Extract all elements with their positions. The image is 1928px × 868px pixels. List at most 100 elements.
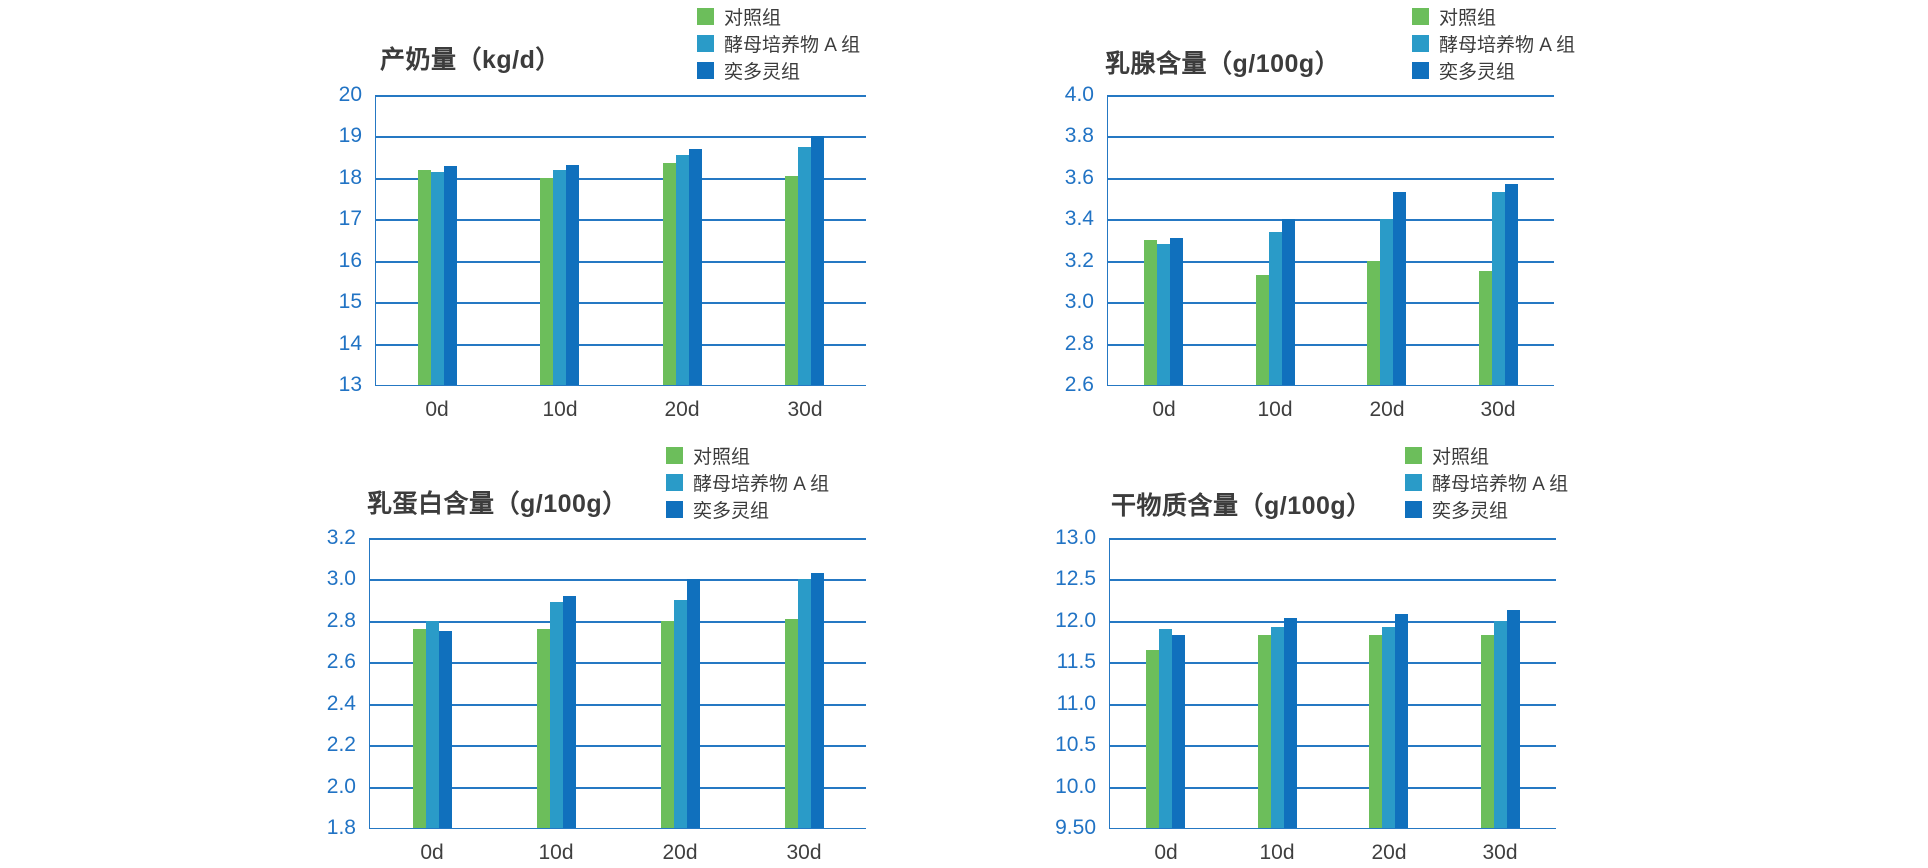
gridline bbox=[1108, 219, 1554, 221]
bar bbox=[1284, 618, 1297, 828]
y-axis-tick-label: 17 bbox=[338, 207, 362, 230]
bar bbox=[661, 621, 674, 828]
legend-swatch-icon bbox=[697, 35, 714, 52]
bar bbox=[1269, 232, 1282, 385]
legend-label: 酵母培养物 A 组 bbox=[724, 35, 861, 56]
legend-item: 奕多灵组 bbox=[1412, 59, 1575, 83]
bar bbox=[444, 166, 457, 385]
plot-area: 9.50 10.0 10.5 11.0 11.5 12.0 12.5 13.0 0d 10d 20d… bbox=[1055, 527, 1556, 864]
gridline bbox=[370, 704, 866, 706]
y-axis-tick-label: 2.0 bbox=[326, 775, 356, 798]
legend-item: 奕多灵组 bbox=[697, 59, 860, 83]
legend-swatch-icon bbox=[1412, 62, 1429, 79]
bar bbox=[1159, 629, 1172, 828]
legend-swatch-icon bbox=[1405, 447, 1422, 464]
bar bbox=[1380, 219, 1393, 385]
bar bbox=[1369, 635, 1382, 828]
chart-title: 产奶量（kg/d） bbox=[380, 46, 561, 74]
bar bbox=[1507, 610, 1520, 828]
chart-milk-protein-content: 乳蛋白含量（g/100g） 对照组 酵母培养物 A 组奕多灵组 1.8 2.0 2.2… bbox=[295, 430, 895, 868]
bar bbox=[1157, 244, 1170, 385]
x-axis-label: 0d bbox=[425, 398, 449, 421]
y-axis-tick-label: 3.6 bbox=[1064, 166, 1094, 189]
x-axis-label: 0d bbox=[1154, 841, 1178, 864]
y-axis-tick-label: 18 bbox=[338, 166, 362, 189]
x-axis-label: 30d bbox=[787, 398, 823, 421]
y-axis-tick-label: 12.5 bbox=[1055, 567, 1096, 590]
y-axis-tick-label: 12.0 bbox=[1055, 609, 1096, 632]
gridline bbox=[370, 745, 866, 747]
gridline bbox=[370, 538, 866, 540]
gridline bbox=[376, 178, 866, 180]
y-axis-tick-label: 3.0 bbox=[1064, 290, 1094, 313]
x-axis-label: 0d bbox=[1152, 398, 1176, 421]
y-axis-tick-label: 16 bbox=[338, 249, 362, 272]
y-axis-tick-label: 15 bbox=[338, 290, 362, 313]
x-axis-label: 30d bbox=[1480, 398, 1516, 421]
y-axis-tick-label: 11.5 bbox=[1056, 650, 1096, 673]
x-axis-label: 20d bbox=[1369, 398, 1405, 421]
y-axis-tick-label: 13 bbox=[338, 373, 362, 396]
gridline bbox=[1108, 136, 1554, 138]
bar bbox=[1505, 184, 1518, 385]
bar bbox=[811, 573, 824, 828]
x-axis-label: 10d bbox=[1259, 841, 1295, 864]
gridline bbox=[376, 136, 866, 138]
legend-label: 酵母培养物 A 组 bbox=[1439, 35, 1576, 56]
legend-swatch-icon bbox=[1412, 8, 1429, 25]
x-axis-label: 10d bbox=[538, 841, 574, 864]
gridline bbox=[1110, 621, 1556, 623]
bar bbox=[674, 600, 687, 828]
bar bbox=[1258, 635, 1271, 828]
bar bbox=[798, 579, 811, 828]
x-axis-label: 0d bbox=[420, 841, 444, 864]
bar bbox=[687, 579, 700, 828]
x-axis-label: 10d bbox=[542, 398, 578, 421]
y-axis-tick-label: 11.0 bbox=[1056, 692, 1096, 715]
y-axis-tick-label: 3.0 bbox=[326, 567, 356, 590]
gridline bbox=[376, 344, 866, 346]
chart-milk-fat-content: 乳腺含量（g/100g） 对照组 酵母培养物 A 组奕多灵组 2.6 2.8 3.0 3… bbox=[1065, 0, 1665, 426]
bar bbox=[1481, 635, 1494, 828]
bar bbox=[418, 170, 431, 385]
x-axis-label: 30d bbox=[1482, 841, 1518, 864]
y-axis-tick-label: 2.8 bbox=[1064, 332, 1094, 355]
legend-label: 酵母培养物 A 组 bbox=[693, 474, 830, 495]
y-axis-tick-label: 2.6 bbox=[326, 650, 356, 673]
bar bbox=[689, 149, 702, 385]
plot-area: 2.6 2.8 3.0 3.2 3.4 3.6 3.8 4.0 0d 10d 20d 30d bbox=[1065, 84, 1554, 421]
bar bbox=[553, 170, 566, 385]
y-axis-tick-label: 2.8 bbox=[326, 609, 356, 632]
legend-label: 奕多灵组 bbox=[693, 501, 770, 522]
gridline bbox=[376, 95, 866, 97]
chart-title: 干物质含量（g/100g） bbox=[1111, 492, 1372, 520]
y-axis-tick-label: 3.4 bbox=[1064, 207, 1094, 230]
legend-label: 对照组 bbox=[1432, 447, 1490, 468]
gridline bbox=[370, 662, 866, 664]
chart-dry-matter-content: 干物质含量（g/100g） 对照组 酵母培养物 A 组奕多灵组 9.50 10.0 1… bbox=[1055, 430, 1665, 868]
gridline bbox=[1110, 538, 1556, 540]
bar bbox=[540, 178, 553, 385]
legend-item: 对照组 bbox=[1412, 5, 1575, 29]
gridline bbox=[1110, 704, 1556, 706]
gridline bbox=[376, 302, 866, 304]
y-axis-tick-label: 2.2 bbox=[326, 733, 356, 756]
gridline bbox=[1108, 302, 1554, 304]
bar bbox=[1146, 650, 1159, 828]
bar bbox=[1479, 271, 1492, 385]
bar bbox=[785, 619, 798, 828]
y-axis-tick-label: 3.8 bbox=[1064, 124, 1094, 147]
y-axis-tick-label: 2.4 bbox=[326, 692, 356, 715]
y-axis-tick-label: 14 bbox=[338, 332, 362, 355]
plot-area: 13 14 15 16 17 18 19 20 0d 10d 20d 30d bbox=[339, 84, 866, 421]
x-axis-label: 10d bbox=[1257, 398, 1293, 421]
legend-swatch-icon bbox=[697, 62, 714, 79]
gridline bbox=[1110, 787, 1556, 789]
gridline bbox=[1108, 178, 1554, 180]
bar bbox=[1367, 261, 1380, 385]
gridline bbox=[376, 261, 866, 263]
bar bbox=[431, 172, 444, 385]
y-axis-tick-label: 1.8 bbox=[326, 816, 356, 839]
y-axis-tick-label: 4.0 bbox=[1064, 83, 1094, 106]
